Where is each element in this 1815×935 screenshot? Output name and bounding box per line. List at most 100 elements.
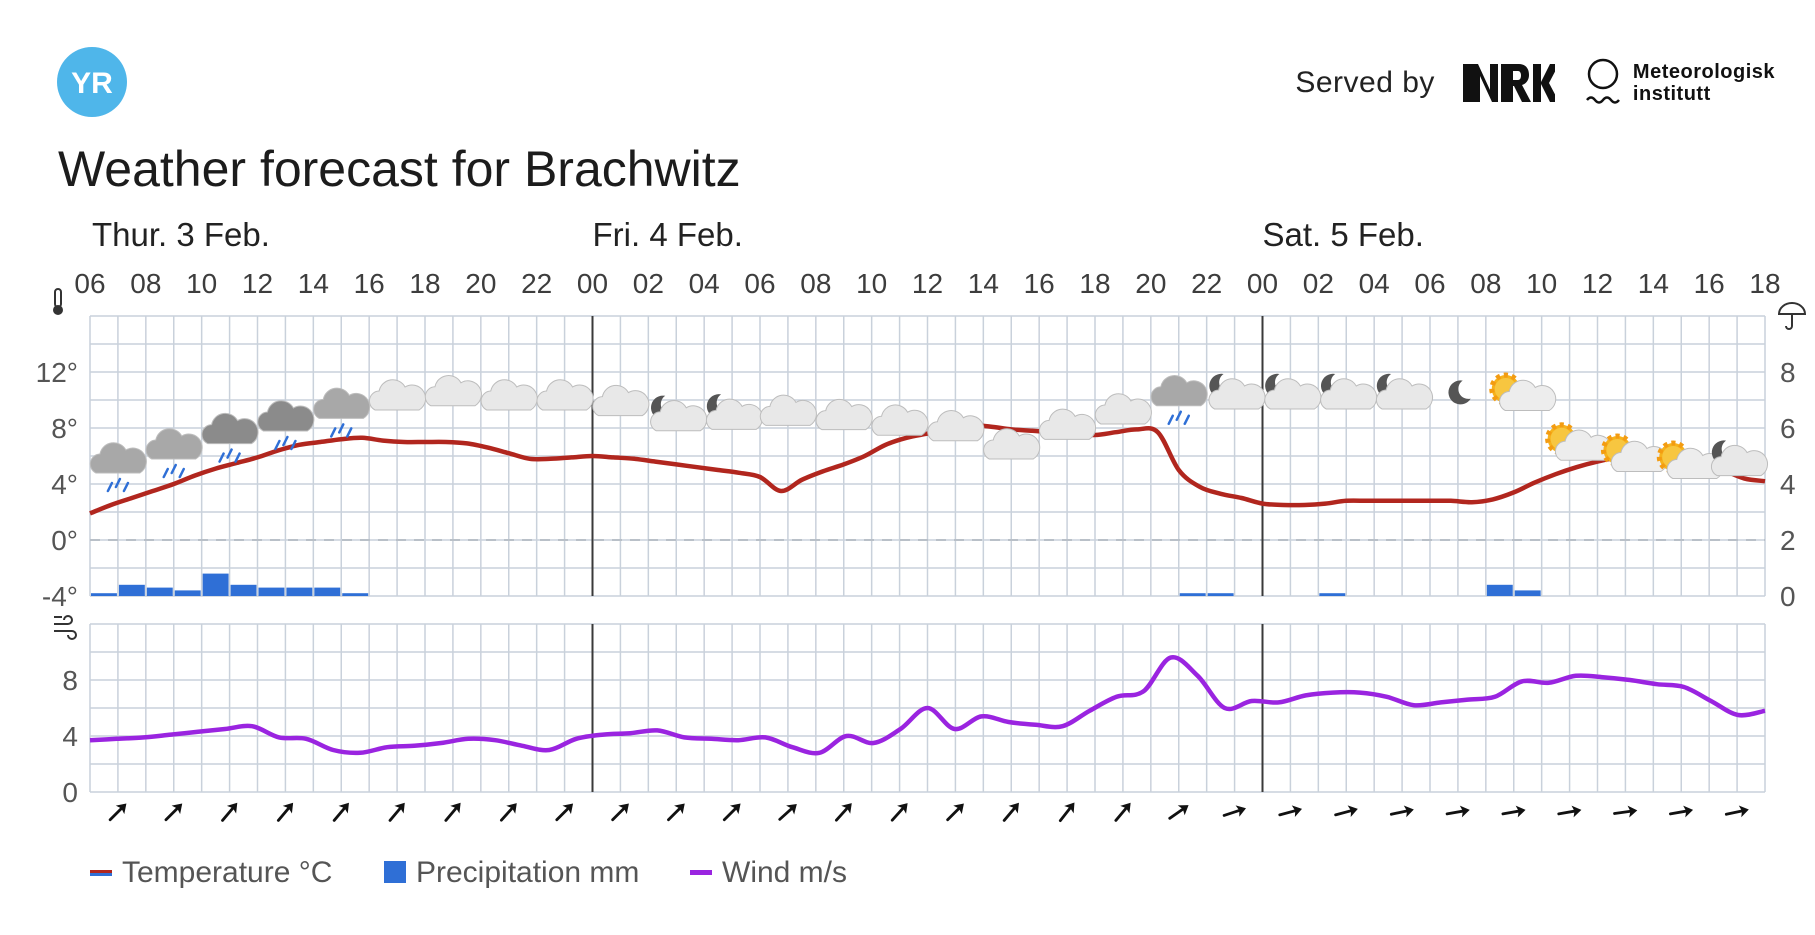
wind-direction-arrow	[1278, 805, 1303, 818]
chart-legend: Temperature °C Precipitation mm Wind m/s	[90, 856, 847, 889]
rain-icon	[145, 428, 203, 479]
partly-cloudy-night-icon	[1710, 440, 1768, 477]
wind-direction-arrow	[555, 803, 574, 822]
yr-logo-text: YR	[71, 67, 113, 100]
cloudy-icon	[759, 394, 817, 426]
rain-icon	[1150, 375, 1208, 426]
hour-label: 06	[74, 268, 105, 299]
day-label: Fri. 4 Feb.	[593, 216, 743, 253]
precipitation-tick: 6	[1780, 413, 1796, 444]
wind-direction-arrow	[1724, 805, 1749, 818]
wind-direction-arrow	[499, 803, 517, 822]
partly-cloudy-night-icon	[1208, 373, 1266, 410]
cloudy-icon	[424, 375, 482, 407]
wind-direction-arrow	[834, 803, 852, 822]
wind-direction-arrow	[1557, 805, 1582, 818]
precipitation-bar	[314, 587, 341, 596]
wind-direction-arrow	[108, 803, 127, 822]
thermometer-icon	[53, 288, 63, 315]
wind-direction-arrow	[722, 803, 741, 822]
wind-direction-arrow	[1222, 805, 1246, 817]
precipitation-bar	[174, 590, 201, 596]
nrk-logo[interactable]	[1462, 64, 1555, 102]
legend-swatch-wind	[690, 870, 712, 875]
hour-label: 12	[912, 268, 943, 299]
wind-direction-arrow	[388, 802, 405, 822]
wind-line	[89, 655, 1766, 756]
precipitation-bar	[342, 593, 369, 596]
precipitation-bar	[202, 573, 229, 596]
yr-logo[interactable]: YR	[56, 46, 128, 118]
temperature-tick: 4°	[51, 469, 78, 500]
wind-icon	[54, 615, 77, 640]
hour-label: 22	[521, 268, 552, 299]
cloudy-icon	[815, 398, 873, 431]
wind-direction-arrow	[890, 803, 908, 822]
day-label: Thur. 3 Feb.	[92, 216, 270, 253]
hour-label: 00	[1247, 268, 1278, 299]
wind-direction-arrow	[276, 802, 294, 822]
wind-direction-arrow	[1002, 802, 1019, 822]
temperature-tick: 0°	[51, 525, 78, 556]
wind-direction-arrow	[1445, 805, 1470, 818]
wind-direction-arrow	[221, 802, 238, 822]
wind-direction-arrow	[1334, 805, 1358, 818]
hour-label: 04	[689, 268, 720, 299]
hour-label: 06	[744, 268, 775, 299]
heavy-rain-icon	[257, 400, 315, 451]
precipitation-tick: 4	[1780, 469, 1796, 500]
hour-label: 00	[577, 268, 608, 299]
partly-cloudy-sun-icon	[1600, 433, 1668, 472]
precipitation-bar	[258, 587, 285, 596]
precipitation-bar	[286, 587, 313, 596]
cloudy-icon	[983, 428, 1041, 460]
met-institute-logo[interactable]	[1583, 56, 1623, 110]
hour-label: 14	[968, 268, 999, 299]
legend-label: Temperature °C	[122, 856, 332, 889]
hour-label: 14	[298, 268, 329, 299]
legend-label: Wind m/s	[722, 856, 847, 889]
hour-label: 12	[242, 268, 273, 299]
cloudy-icon	[536, 379, 594, 411]
precipitation-bar	[230, 584, 257, 596]
hour-label: 10	[1526, 268, 1557, 299]
partly-cloudy-sun-icon	[1489, 372, 1557, 411]
day-label: Sat. 5 Feb.	[1263, 216, 1424, 253]
met-institute-name: Meteorologisk institutt	[1633, 61, 1775, 105]
precipitation-bar	[1207, 593, 1234, 596]
umbrella-icon	[1777, 302, 1807, 330]
hour-label: 22	[1191, 268, 1222, 299]
served-by-label: Served by	[1295, 66, 1435, 99]
hour-label: 10	[856, 268, 887, 299]
wind-direction-arrow	[946, 803, 964, 822]
cloudy-icon	[480, 379, 538, 411]
wind-direction-arrow	[1058, 802, 1075, 823]
wind-tick: 4	[62, 721, 78, 752]
hour-label: 16	[1024, 268, 1055, 299]
wind-direction-arrow	[1114, 802, 1131, 822]
temperature-tick: 12°	[36, 357, 78, 388]
wind-direction-arrow	[778, 803, 797, 821]
cloudy-icon	[927, 410, 985, 442]
hour-label: 18	[1079, 268, 1110, 299]
hour-label: 12	[1582, 268, 1613, 299]
hour-label: 16	[1694, 268, 1725, 299]
rain-icon	[89, 442, 147, 493]
hour-label: 16	[354, 268, 385, 299]
wind-direction-arrow	[667, 803, 685, 822]
legend-swatch-precipitation	[384, 861, 406, 883]
wind-tick: 0	[62, 777, 78, 808]
precipitation-bar	[118, 584, 145, 596]
wind-direction-arrow	[1389, 805, 1414, 818]
met-line-2: institutt	[1632, 83, 1711, 105]
precipitation-bar	[1514, 590, 1541, 596]
clear-night-icon	[1448, 380, 1471, 405]
precipitation-tick: 8	[1780, 357, 1796, 388]
cloudy-icon	[1094, 393, 1152, 425]
legend-swatch-temperature	[90, 870, 112, 873]
wind-direction-arrow	[164, 803, 183, 822]
wind-tick: 8	[62, 665, 78, 696]
hour-label: 20	[465, 268, 496, 299]
legend-label: Precipitation mm	[416, 856, 639, 889]
hour-label: 06	[1414, 268, 1445, 299]
